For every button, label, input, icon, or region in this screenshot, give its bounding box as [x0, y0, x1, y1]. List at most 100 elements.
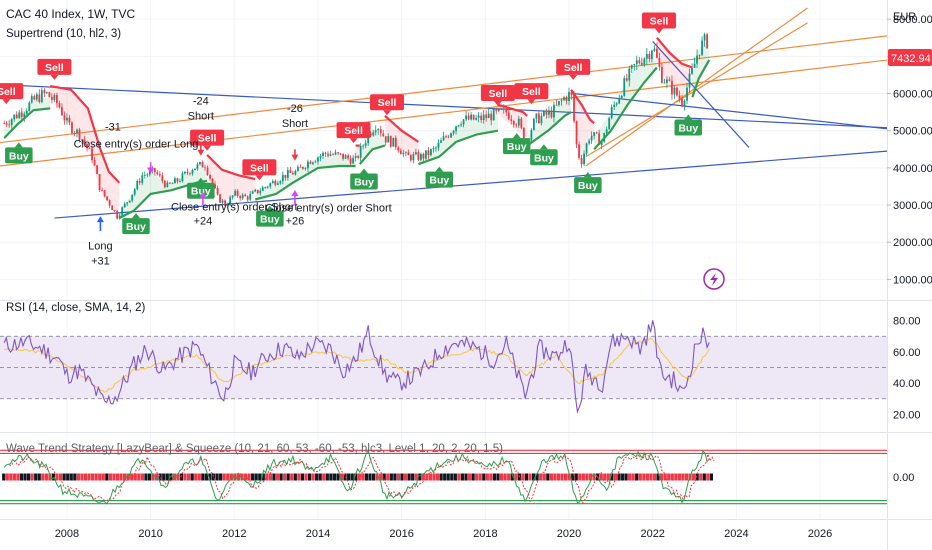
- trend-line-blue: [573, 92, 887, 130]
- candle-body: [661, 67, 663, 83]
- candle-body: [620, 95, 623, 98]
- candle-body: [600, 141, 603, 146]
- supertrend-legend[interactable]: Supertrend (10, hl2, 3): [6, 28, 122, 40]
- squeeze-dot: [222, 473, 226, 481]
- squeeze-dot: [130, 473, 134, 481]
- squeeze-dot: [418, 473, 422, 481]
- candle-body: [563, 97, 565, 101]
- entry-arrow-head: [147, 167, 155, 174]
- candle-body: [435, 147, 437, 149]
- candle-body: [701, 40, 703, 55]
- candle-body: [28, 102, 31, 111]
- signal-label: Sell: [522, 86, 541, 98]
- rsi-legend[interactable]: RSI (14, close, SMA, 14, 2): [6, 302, 146, 314]
- squeeze-dot: [535, 473, 539, 481]
- candle-body: [196, 164, 199, 169]
- sell-signal-badge: Sell: [0, 83, 24, 105]
- signal-label: Sell: [489, 88, 508, 100]
- squeeze-dot: [12, 473, 16, 481]
- squeeze-dot: [315, 473, 319, 481]
- squeeze-dot: [667, 473, 671, 481]
- price-scale-currency: EUR: [893, 11, 916, 23]
- rsi-panel[interactable]: [0, 320, 887, 414]
- candle-body: [382, 133, 385, 137]
- squeeze-dot: [236, 473, 241, 481]
- candle-body: [630, 65, 633, 69]
- signal-label: Sell: [0, 86, 16, 98]
- candle-body: [653, 48, 656, 51]
- wave-trend-panel[interactable]: [0, 449, 887, 505]
- candle-body: [256, 189, 259, 194]
- squeeze-dot: [147, 473, 152, 481]
- signal-label: Buy: [191, 186, 211, 198]
- candle-body: [53, 95, 56, 100]
- squeeze-dot: [204, 473, 209, 481]
- signal-label: Buy: [126, 221, 146, 233]
- squeeze-dot: [549, 473, 553, 481]
- candle-body: [482, 114, 485, 121]
- squeeze-dot: [48, 473, 52, 481]
- squeeze-dot: [642, 473, 646, 481]
- squeeze-dot: [499, 473, 504, 481]
- candle-body: [10, 119, 13, 125]
- candle-body: [106, 196, 109, 201]
- squeeze-dot: [105, 473, 109, 481]
- signal-label: Sell: [564, 62, 583, 74]
- candle-body: [575, 121, 578, 145]
- currency-label: EUR: [893, 11, 916, 23]
- candle-body: [334, 152, 337, 155]
- squeeze-dot: [574, 473, 578, 481]
- squeeze-dot: [599, 473, 603, 481]
- supertrend-fill-down: [497, 104, 528, 138]
- squeeze-dot: [531, 473, 536, 481]
- candle-body: [555, 104, 558, 106]
- candle-body: [535, 113, 538, 119]
- candle-body: [367, 133, 370, 144]
- candle-body: [226, 205, 229, 206]
- squeeze-dot: [379, 473, 383, 481]
- candle-body: [389, 136, 392, 147]
- squeeze-dot: [34, 473, 38, 481]
- squeeze-dot: [51, 473, 56, 481]
- candle-body: [291, 172, 294, 175]
- squeeze-dot: [311, 473, 315, 481]
- candle-body: [490, 113, 493, 121]
- squeeze-dot: [41, 473, 45, 481]
- lightning-bolt-icon[interactable]: [703, 268, 725, 290]
- chart-title: CAC 40 Index, 1W, TVC: [6, 7, 136, 21]
- strategy-annotation: +26: [286, 215, 305, 227]
- squeeze-dot: [571, 473, 575, 481]
- candle-body: [487, 113, 490, 119]
- candle-body: [209, 174, 211, 179]
- candle-body: [146, 174, 149, 176]
- strategy-annotation: Short: [188, 111, 214, 123]
- price-panel[interactable]: Sell Buy Sell Buy Buy Sell Sell Buy Sell Buy Sell B…: [0, 7, 887, 268]
- squeeze-dot: [187, 473, 191, 481]
- supertrend-segment-down: [384, 114, 420, 143]
- squeeze-dot: [158, 473, 162, 481]
- squeeze-dot: [485, 473, 489, 481]
- candle-body: [148, 170, 151, 175]
- last-price-label: 7432.94: [891, 53, 931, 65]
- squeeze-dot: [393, 473, 397, 481]
- squeeze-dot: [400, 473, 404, 481]
- candle-body: [91, 148, 93, 161]
- candle-body: [628, 68, 631, 81]
- time-tick-label: 2014: [306, 528, 330, 540]
- squeeze-dot: [233, 473, 237, 481]
- candle-body: [93, 160, 96, 166]
- squeeze-dot: [80, 473, 84, 481]
- squeeze-dot: [258, 473, 262, 481]
- squeeze-dot: [219, 473, 223, 481]
- squeeze-dot: [211, 473, 216, 481]
- candle-body: [570, 91, 573, 95]
- strategy-annotations: -31 Close entry(s) order Long -24 Short Clos…: [74, 96, 392, 268]
- squeeze-dot: [592, 473, 596, 481]
- squeeze-dot: [371, 473, 376, 481]
- wave-trend-legend[interactable]: Wave Trend Strategy [LazyBear] & Squeeze…: [6, 443, 503, 455]
- candle-body: [299, 166, 302, 168]
- rsi-tick-label: 80.00: [893, 316, 921, 328]
- squeeze-dot: [606, 473, 610, 481]
- time-axis-ticks: 2008 2010 2012 2014 2016 2018 2020 2022 2024 2026: [55, 528, 833, 540]
- candle-body: [532, 118, 535, 131]
